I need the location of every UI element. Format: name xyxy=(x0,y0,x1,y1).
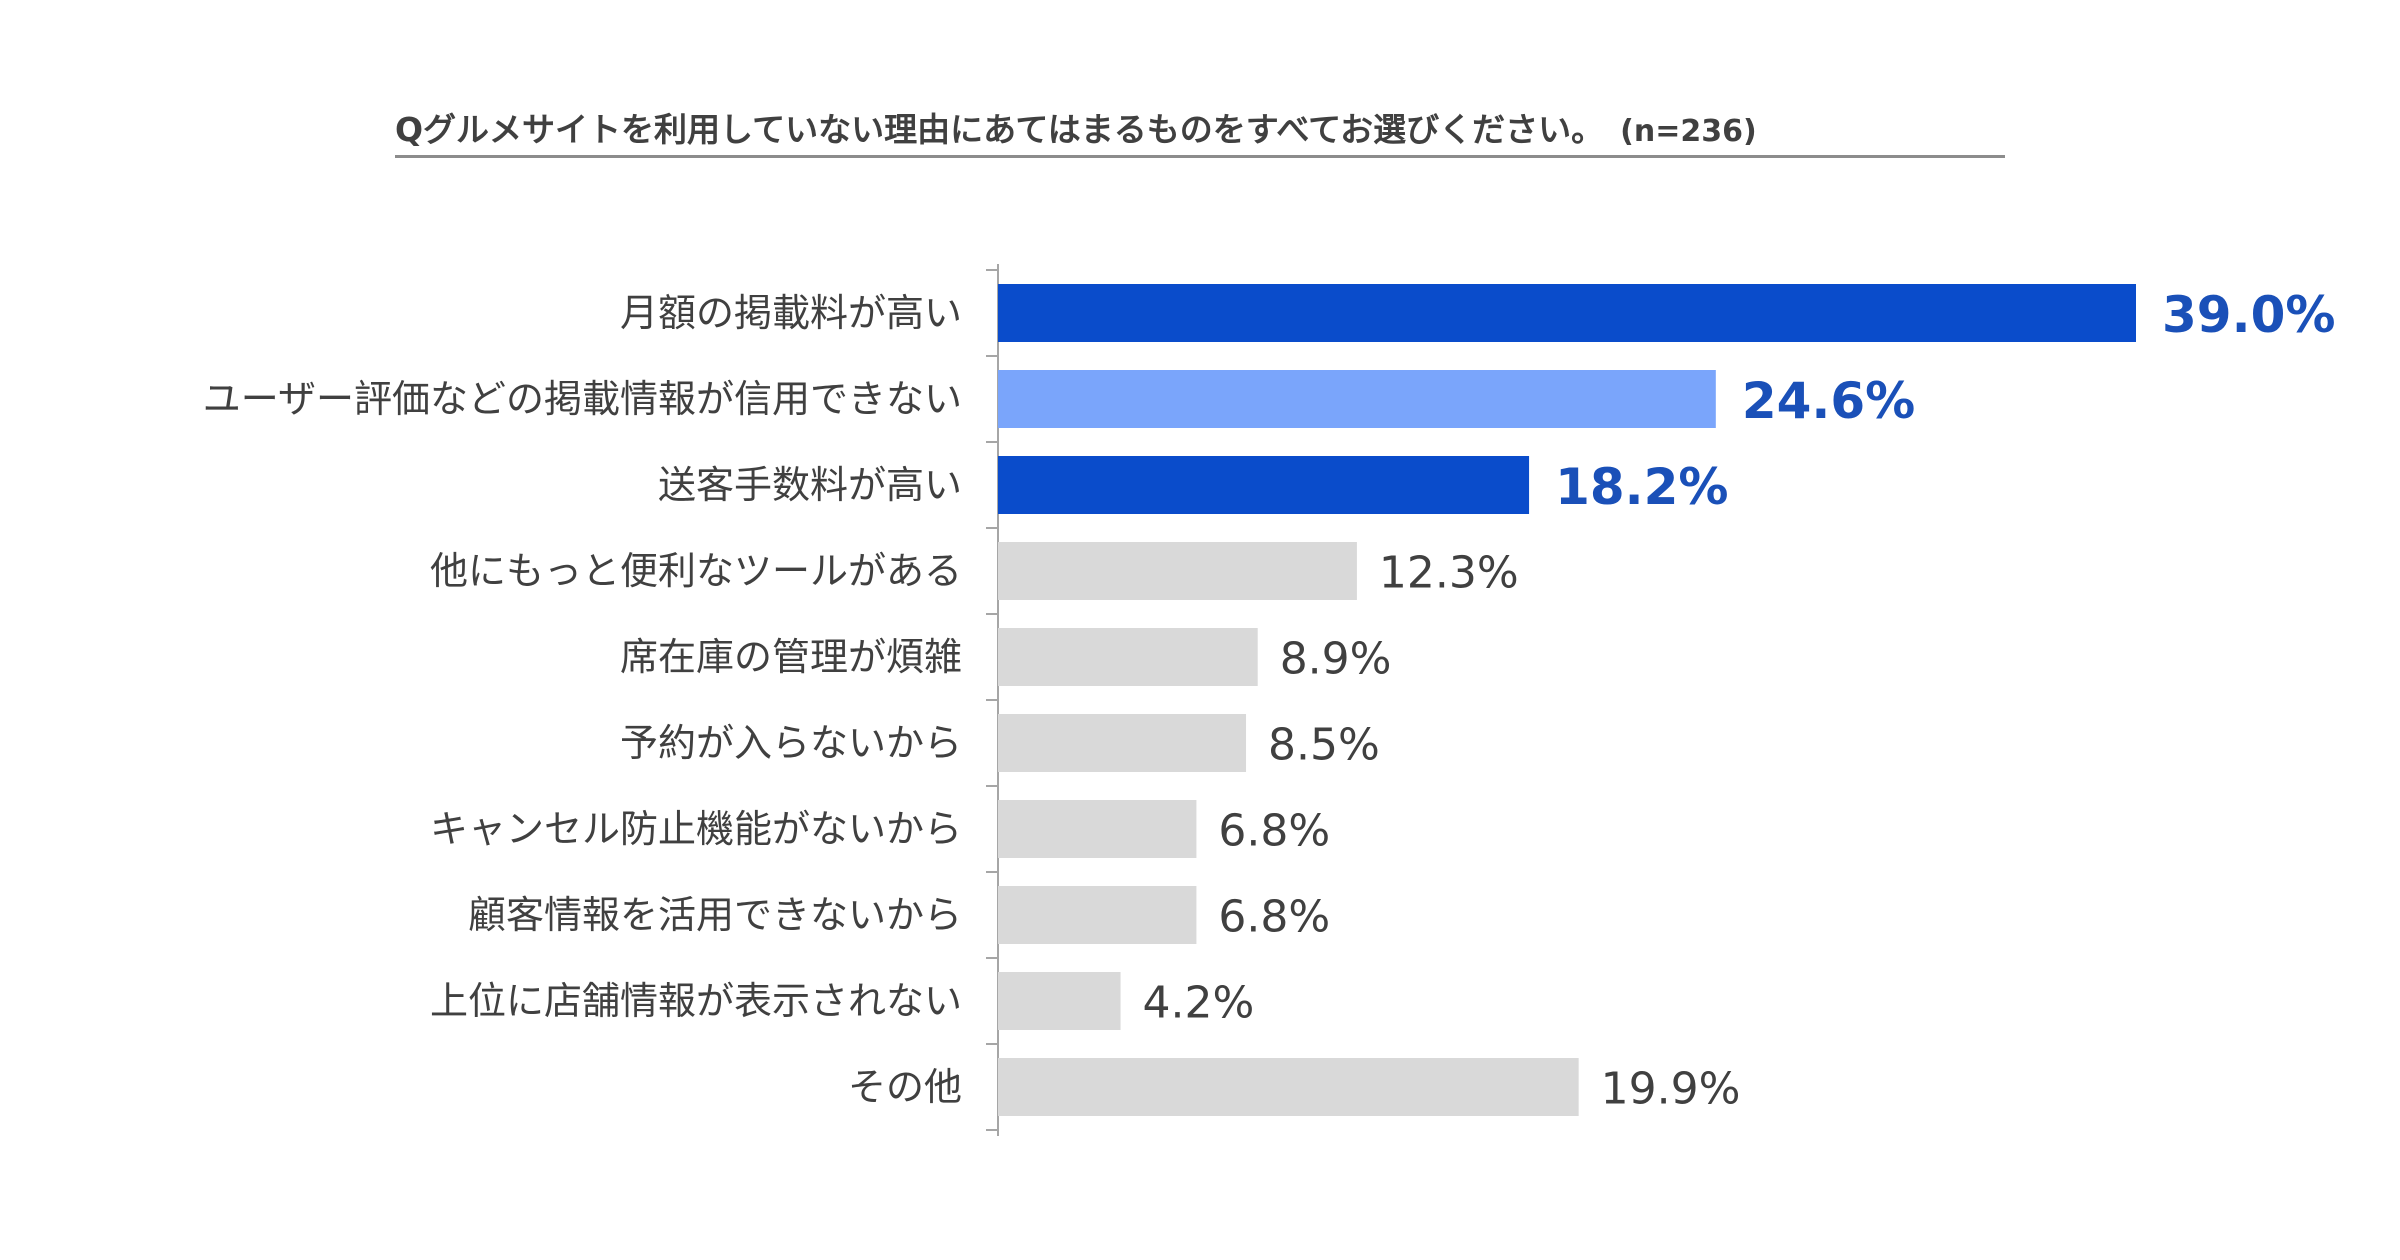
bar xyxy=(998,628,1258,686)
category-axis xyxy=(986,264,999,1136)
bar xyxy=(998,1058,1579,1116)
category-label: キャンセル防止機能がないから xyxy=(430,807,962,851)
bar xyxy=(998,972,1121,1030)
bar xyxy=(998,370,1716,428)
value-label: 6.8% xyxy=(1218,892,1330,943)
bar xyxy=(998,456,1530,514)
chart-title-text: Qグルメサイトを利用していない理由にあてはまるものをすべてお選びください。 xyxy=(395,110,1605,149)
value-label: 6.8% xyxy=(1218,806,1330,857)
bar xyxy=(998,800,1197,858)
bars xyxy=(998,284,2136,1116)
value-label: 8.9% xyxy=(1280,634,1392,685)
value-label: 12.3% xyxy=(1379,548,1519,599)
category-label: その他 xyxy=(848,1065,962,1109)
value-label: 8.5% xyxy=(1268,720,1380,771)
bar xyxy=(998,542,1357,600)
value-label: 39.0% xyxy=(2162,286,2335,344)
category-label: 送客手数料が高い xyxy=(658,463,962,507)
category-label: 顧客情報を活用できないから xyxy=(468,893,962,937)
category-label: ユーザー評価などの掲載情報が信用できない xyxy=(203,377,962,421)
bar xyxy=(998,714,1247,772)
category-label: 予約が入らないから xyxy=(620,721,962,765)
value-label: 4.2% xyxy=(1143,978,1255,1029)
bar xyxy=(998,886,1197,944)
value-labels: 39.0% 24.6%18.2% 12.3% 8.9% 8.5% 6.8% 6.8% 4.2%… xyxy=(1143,286,2336,1115)
category-label: 上位に店舗情報が表示されない xyxy=(430,979,962,1023)
value-label: 24.6% xyxy=(1742,372,1915,430)
category-label: 月額の掲載料が高い xyxy=(620,291,962,335)
chart-title: Qグルメサイトを利用していない理由にあてはまるものをすべてお選びください。 (n=… xyxy=(395,108,2005,158)
category-labels: 月額の掲載料が高いユーザー評価などの掲載情報が信用できない送客手数料が高い他にも… xyxy=(203,291,962,1109)
category-label: 席在庫の管理が煩雑 xyxy=(620,635,962,679)
value-label: 18.2% xyxy=(1555,458,1728,516)
category-label: 他にもっと便利なツールがある xyxy=(430,549,962,593)
bar xyxy=(998,284,2136,342)
value-label: 19.9% xyxy=(1601,1064,1741,1115)
sample-size: (n=236) xyxy=(1620,114,1757,149)
